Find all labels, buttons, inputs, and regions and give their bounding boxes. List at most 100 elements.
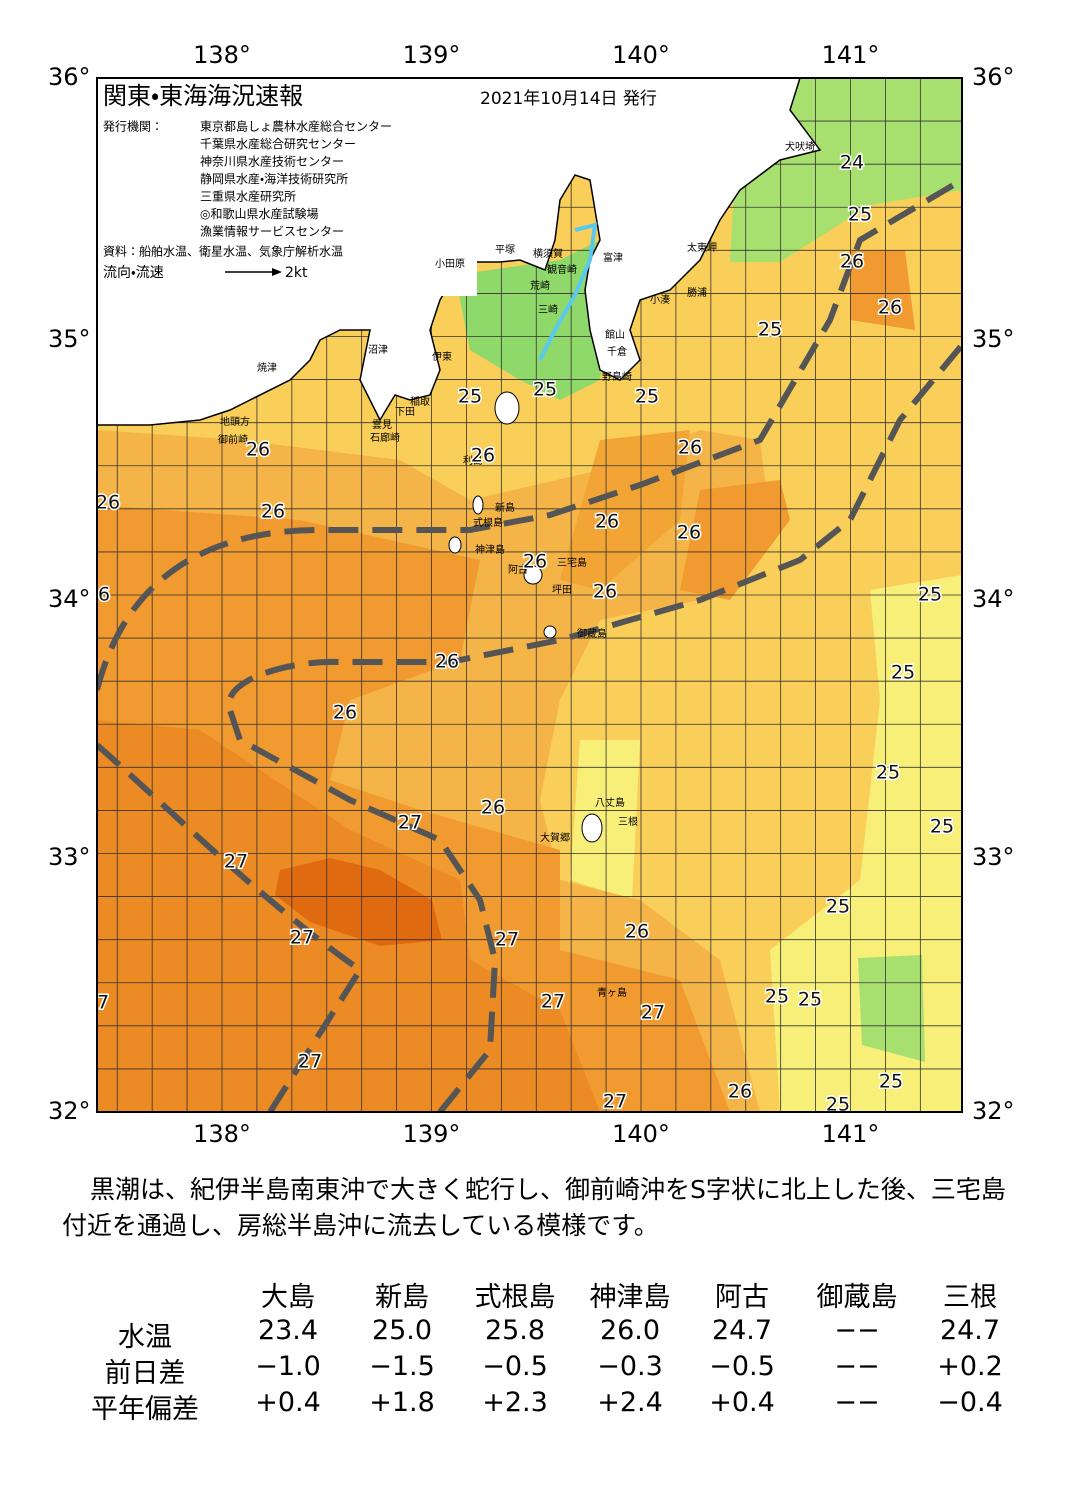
isotherm-label: 25 — [879, 1071, 903, 1093]
place-name: 神津島 — [475, 543, 505, 556]
cell: −0.3 — [597, 1351, 663, 1382]
place-name: 新島 — [495, 501, 515, 514]
place-name: 犬吠埼 — [785, 140, 815, 153]
lat-label: 36° — [48, 63, 91, 91]
place-name: 館山 — [605, 328, 625, 341]
publisher-label: 発行機関： — [103, 120, 163, 134]
kuroshio-path — [97, 742, 365, 1112]
publisher: 三重県水産研究所 — [200, 190, 296, 204]
publisher: 静岡県水産・海洋技術研究所 — [200, 171, 348, 186]
place-name: 平塚 — [495, 244, 515, 256]
isotherm-label: 25 — [826, 1094, 850, 1116]
island — [543, 625, 557, 639]
isotherm-label: 26 — [246, 439, 270, 461]
isotherm-label: 25 — [891, 662, 915, 684]
island — [523, 565, 543, 585]
place-name: 下田 — [395, 407, 415, 418]
lon-label: 138° — [193, 1120, 251, 1148]
place-name: 観音崎 — [547, 263, 577, 276]
zone-cool — [570, 740, 640, 900]
place-name: 式根島 — [473, 516, 503, 529]
cell: +1.8 — [369, 1387, 435, 1418]
isotherm-label: 26 — [728, 1081, 752, 1103]
column-header: 御蔵島 — [816, 1282, 898, 1313]
isotherm-label: 7 — [97, 992, 109, 1014]
isotherm-label: 25 — [876, 762, 900, 784]
place-name: 小湊 — [650, 293, 670, 306]
lat-label: 34° — [972, 585, 1015, 613]
publisher: 神奈川県水産技術センター — [200, 154, 344, 169]
isotherm-label: 26 — [261, 501, 285, 523]
place-name: 野島崎 — [602, 370, 632, 383]
kuroshio — [97, 177, 962, 1112]
publisher: 漁業情報サービスセンター — [200, 225, 344, 239]
isotherm-label: 26 — [678, 437, 702, 459]
isotherm-label: 25 — [458, 386, 482, 408]
isotherm-label: 25 — [758, 319, 782, 341]
column-header: 三根 — [943, 1282, 997, 1313]
isotherm-label: 27 — [495, 929, 519, 951]
isotherm-label: 26 — [878, 297, 902, 319]
isotherm-label: 26 — [96, 492, 120, 514]
lon-label: 141° — [822, 41, 880, 69]
place-name: 焼津 — [257, 362, 277, 374]
publisher: 東京都島しょ農林水産総合センター — [200, 119, 392, 134]
place-name: 八丈島 — [595, 796, 625, 809]
lon-label: 140° — [612, 1120, 670, 1148]
place-name: 利島 — [463, 454, 483, 467]
isotherm-label: 27 — [541, 991, 565, 1013]
cell: −− — [834, 1351, 880, 1382]
isotherm-label: 25 — [533, 379, 557, 401]
place-name: 大賀郷 — [540, 831, 570, 844]
isotherm-label: 26 — [593, 581, 617, 603]
publisher: ◎和歌山県水産試験場 — [200, 206, 318, 221]
zone-cold — [858, 955, 925, 1062]
isotherm-label: 26 — [595, 511, 619, 533]
legend-arrowhead — [272, 268, 282, 276]
place-name: 御蔵島 — [577, 627, 607, 640]
cell: −1.0 — [255, 1351, 321, 1382]
row-label: 前日差 — [104, 1358, 186, 1389]
island — [448, 536, 462, 554]
place-name: 御前崎 — [218, 433, 248, 446]
isotherm-label: 26 — [481, 797, 505, 819]
cell: −0.5 — [709, 1351, 775, 1382]
cell: −1.5 — [369, 1351, 435, 1382]
source: 資料：船舶水温、衛星水温、気象庁解析水温 — [103, 244, 343, 259]
isotherm-label: 26 — [625, 921, 649, 943]
cell: −0.5 — [482, 1351, 548, 1382]
note: 黒潮は、紀伊半島南東沖で大きく蛇行し、御前崎沖をS字状に北上した後、三宅島付近を… — [62, 1175, 1006, 1240]
lat-label: 35° — [972, 325, 1015, 353]
publisher: 千葉県水産総合研究センター — [200, 136, 356, 151]
place-name: 青ヶ島 — [597, 986, 627, 999]
zone-hottest — [275, 858, 442, 946]
lat-label: 32° — [48, 1097, 91, 1125]
cell: +0.4 — [255, 1387, 321, 1418]
frame — [96, 77, 963, 1113]
place-name: 坪田 — [552, 583, 572, 596]
isotherm-label: 26 — [435, 651, 459, 673]
lon-label: 140° — [612, 41, 670, 69]
place-name: 石廊崎 — [370, 431, 400, 444]
isotherm-label: 27 — [224, 851, 248, 873]
lat-label: 34° — [48, 585, 91, 613]
lat-label: 36° — [972, 63, 1015, 91]
place-name: 伊東 — [432, 350, 452, 363]
place-name: 三根 — [618, 815, 638, 828]
isotherm-label: 27 — [603, 1091, 627, 1113]
cell: −0.4 — [937, 1387, 1003, 1418]
place-name: 地頭方 — [220, 415, 250, 428]
cell: 25.8 — [484, 1315, 546, 1346]
place-name: 千倉 — [607, 346, 627, 358]
place-name: 雲見 — [372, 419, 392, 431]
isotherm-label: 25 — [930, 816, 954, 838]
cell: +2.3 — [482, 1387, 548, 1418]
cell: 24.7 — [711, 1315, 773, 1346]
kuroshio-path — [226, 343, 962, 1112]
isotherm-label: 27 — [398, 812, 422, 834]
cell: 23.4 — [257, 1315, 319, 1346]
column-header: 阿古 — [715, 1282, 769, 1313]
place-name: 沼津 — [368, 343, 388, 356]
lon-label: 139° — [403, 1120, 461, 1148]
